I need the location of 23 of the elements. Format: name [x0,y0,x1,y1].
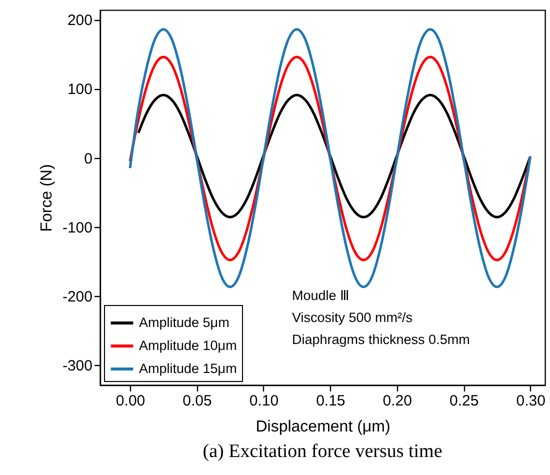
x-tick-label: 0.10 [249,392,279,410]
y-tick-label: 100 [67,81,92,98]
x-tick-label: 0.25 [450,392,479,410]
text: (a) Excitation force versus time [202,441,442,462]
x-axis-title: Displacement (μm) [256,418,390,436]
x-tick-label: 0.30 [516,392,546,410]
annotation: Viscosity 500 mm²/s [292,310,413,325]
y-tick-label: -300 [62,357,92,374]
x-tick-label: 0.00 [116,392,146,410]
annotation: Diaphragms thickness 0.5mm [292,332,470,347]
annotation: Moudle Ⅲ [292,288,350,303]
y-axis-title: Force (N) [38,164,56,232]
x-tick-label: 0.05 [182,392,212,410]
line-series [128,28,532,288]
legend-label: Amplitude 10μm [139,338,237,353]
y-tick-label: 200 [67,12,92,30]
x-tick-label: 0.20 [382,392,412,410]
y-tick-label: -100 [62,219,92,236]
y-tick-label: -200 [62,288,92,306]
y-tick-label: 0 [84,150,92,168]
legend-label: Amplitude 15μm [139,361,237,376]
legend-label: Amplitude 5μm [139,315,230,330]
x-tick-label: 0.15 [316,392,346,410]
